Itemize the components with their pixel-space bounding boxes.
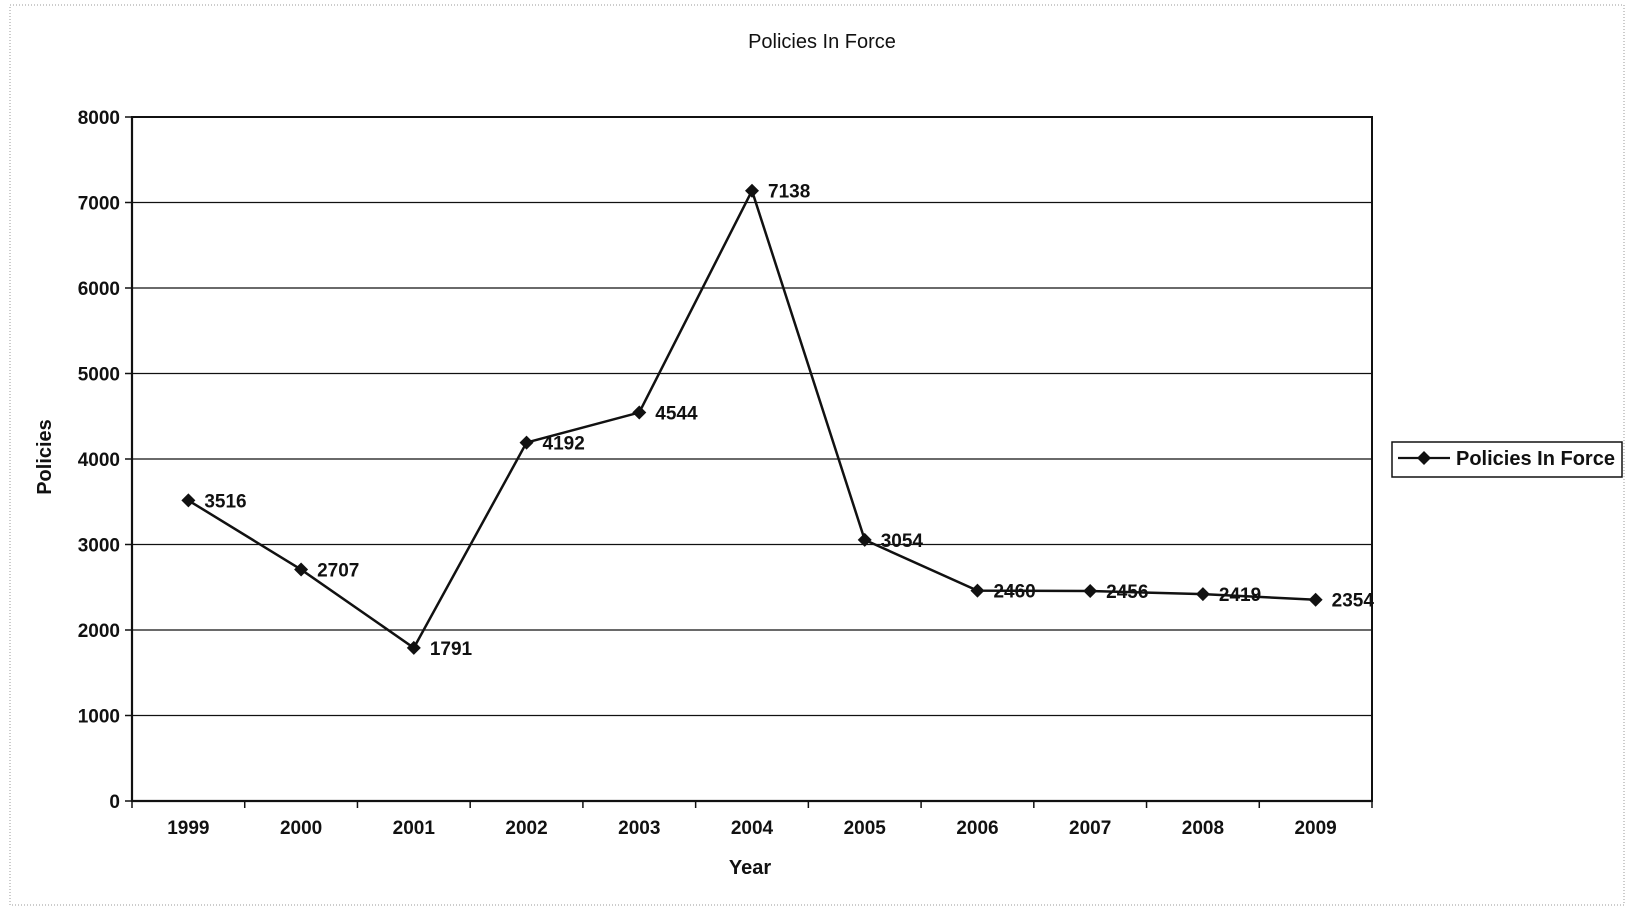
- data-label: 2460: [993, 582, 1035, 603]
- data-point-marker: [745, 183, 759, 198]
- y-tick-label: 7000: [78, 194, 120, 215]
- legend-box: [1391, 441, 1623, 478]
- chart-title: Policies In Force: [748, 31, 896, 53]
- data-label: 1791: [430, 639, 473, 660]
- series-layer: [181, 183, 1323, 655]
- data-point-marker: [632, 405, 647, 420]
- data-label: 7138: [768, 182, 810, 203]
- data-point-marker: [294, 562, 309, 577]
- legend-entry-label: Policies In Force: [1456, 448, 1615, 470]
- data-labels: 3516 2707 1791 4192 4544 7138 3054 2460 2456 2419…: [204, 182, 1374, 660]
- data-point-marker: [406, 640, 421, 655]
- y-tick-label: 1000: [78, 707, 120, 728]
- x-tick-label: 2004: [731, 818, 774, 839]
- y-tick-label: 3000: [78, 536, 120, 557]
- x-tick-label: 2006: [956, 818, 998, 839]
- x-axis-title: Year: [729, 857, 771, 879]
- x-tick-label: 2008: [1182, 818, 1224, 839]
- legend-marker: [1417, 451, 1431, 465]
- x-tick-label: 2001: [393, 818, 436, 839]
- data-point-marker: [857, 532, 872, 547]
- axes: 0 1000 2000 3000 4000 5000 6000 7000 8000 1999 200…: [78, 108, 1373, 839]
- y-tick-label: 0: [109, 792, 120, 813]
- data-label: 2354: [1332, 591, 1375, 612]
- y-tick-label: 6000: [78, 279, 120, 300]
- y-tick-label: 4000: [78, 450, 120, 471]
- data-label: 4544: [655, 403, 698, 424]
- data-label: 2456: [1106, 582, 1148, 603]
- data-label: 2419: [1219, 585, 1261, 606]
- data-point-marker: [181, 493, 196, 508]
- data-point-marker: [1308, 592, 1323, 607]
- data-point-marker: [1083, 584, 1098, 599]
- y-tick-label: 5000: [78, 365, 120, 386]
- data-label: 4192: [543, 434, 585, 455]
- x-tick-label: 2007: [1069, 818, 1111, 839]
- y-tick-label: 2000: [78, 621, 120, 642]
- x-tick-label: 2009: [1294, 818, 1336, 839]
- x-tick-label: 2003: [618, 818, 660, 839]
- x-tick-label: 2002: [505, 818, 547, 839]
- data-point-marker: [970, 583, 985, 598]
- y-axis-title: Policies: [34, 419, 56, 495]
- data-label: 2707: [317, 561, 359, 582]
- data-point-marker: [519, 435, 534, 450]
- x-tick-label: 2005: [844, 818, 887, 839]
- x-tick-label: 1999: [167, 818, 209, 839]
- chart-outer-border: [9, 4, 1625, 906]
- data-label: 3516: [204, 491, 246, 512]
- x-tick-label: 2000: [280, 818, 322, 839]
- legend: Policies In Force: [1391, 441, 1623, 478]
- data-label: 3054: [881, 531, 924, 552]
- data-point-marker: [1195, 587, 1210, 602]
- y-tick-label: 8000: [78, 108, 120, 129]
